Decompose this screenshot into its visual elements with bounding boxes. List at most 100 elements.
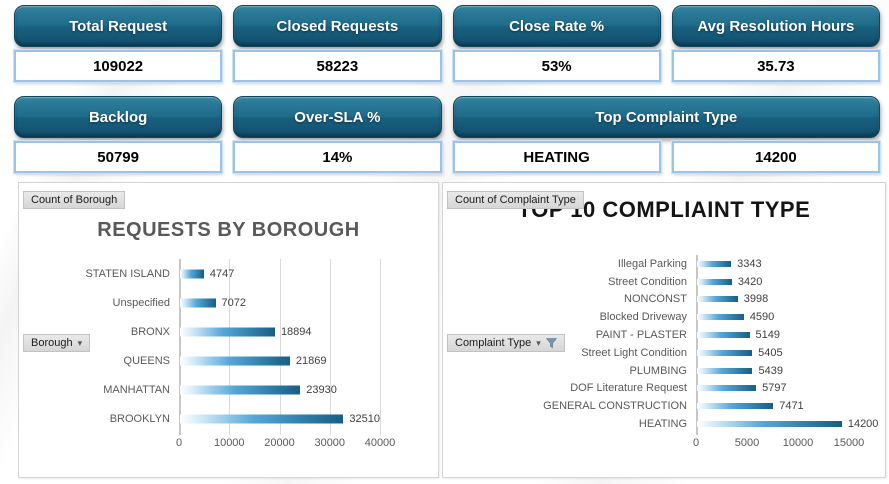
category-label: QUEENS <box>123 354 170 367</box>
count-of-complaint-type-field-label: Count of Complaint Type <box>455 194 576 206</box>
kpi-header-close-rate: Close Rate % <box>452 5 661 47</box>
bar <box>180 327 275 336</box>
category-label: Illegal Parking <box>617 257 687 270</box>
chevron-down-icon: ▾ <box>77 337 83 348</box>
data-label: 23930 <box>306 383 337 396</box>
kpi-header-top-complaint-type: Top Complaint Type <box>452 96 880 138</box>
bar <box>697 403 774 410</box>
bar-rows: Illegal Parking 3343 Street Condition 3420 N… <box>543 255 879 433</box>
bar-row: HEATING 14200 <box>639 415 879 433</box>
gridline <box>380 259 381 435</box>
category-label: HEATING <box>638 418 687 431</box>
plot-area-complaint-type: Illegal Parking 3343 Street Condition 3420 N… <box>443 255 885 453</box>
data-label: 5149 <box>755 329 780 342</box>
axis-tick-label: 10000 <box>213 437 245 449</box>
kpi-card-over-sla: Over-SLA % 14% <box>233 96 442 173</box>
data-label: 5405 <box>758 346 783 359</box>
bar-row: QUEENS 21869 <box>124 346 380 375</box>
category-label: Unspecified <box>112 296 170 309</box>
bar-row: Street Condition 3420 <box>608 273 849 291</box>
data-label: 7072 <box>221 296 247 309</box>
bar <box>697 367 753 374</box>
bar <box>697 421 842 428</box>
data-label: 21869 <box>295 354 327 367</box>
axis-tick-label: 0 <box>692 436 700 449</box>
category-label: DOF Literature Request <box>570 382 687 395</box>
category-label: Street Condition <box>608 275 687 288</box>
kpi-header-total-request: Total Request <box>14 5 223 47</box>
plot-area-borough: STATEN ISLAND 4747 Unspecified 7072 BRONX 188… <box>19 259 438 453</box>
kpi-value-close-rate: 53% <box>452 50 661 82</box>
kpi-header-over-sla: Over-SLA % <box>233 96 442 138</box>
bar-row: NONCONST 3998 <box>624 291 849 309</box>
category-label: MANHATTAN <box>103 383 170 396</box>
bar-row: Street Light Condition 5405 <box>581 344 849 362</box>
kpi-card-closed-requests: Closed Requests 58223 <box>233 5 442 82</box>
data-label: 4747 <box>209 267 235 280</box>
category-label: Street Light Condition <box>581 346 687 359</box>
category-label: BRONX <box>130 325 170 338</box>
bar <box>180 298 216 307</box>
bar <box>697 296 738 303</box>
bar-row: MANHATTAN 23930 <box>103 375 380 404</box>
kpi-value-closed-requests: 58223 <box>233 50 442 82</box>
bar <box>697 332 750 339</box>
axis-line <box>696 255 698 435</box>
bar-row: GENERAL CONSTRUCTION 7471 <box>543 397 849 415</box>
kpi-card-avg-resolution-hours: Avg Resolution Hours 35.73 <box>671 5 880 82</box>
bar <box>180 385 301 394</box>
complaint-type-filter-label: Complaint Type <box>455 337 532 349</box>
kpi-value-top-complaint-name: HEATING <box>452 141 661 173</box>
bar-rows: STATEN ISLAND 4747 Unspecified 7072 BRONX 188… <box>85 259 380 433</box>
kpi-value-top-complaint-count: 14200 <box>671 141 880 173</box>
axis-tick-label: 0 <box>175 437 183 449</box>
data-label: 32510 <box>349 412 380 425</box>
category-label: NONCONST <box>624 293 687 306</box>
requests-by-borough-chart: Count of Borough REQUESTS BY BOROUGH STA… <box>18 182 439 478</box>
axis-tick-label: 10000 <box>782 436 814 449</box>
complaint-type-filter-button[interactable]: Complaint Type ▾ <box>447 334 565 352</box>
bar <box>180 414 344 423</box>
filter-funnel-icon <box>545 337 557 349</box>
axis-line <box>179 259 181 435</box>
data-label: 18894 <box>280 325 312 338</box>
count-of-borough-field-button[interactable]: Count of Borough <box>23 191 126 209</box>
bar <box>697 385 757 392</box>
bar <box>697 278 732 285</box>
kpi-card-total-request: Total Request 109022 <box>14 5 223 82</box>
kpi-value-backlog: 50799 <box>14 141 223 173</box>
bar <box>697 349 753 356</box>
data-label: 4590 <box>749 311 775 324</box>
category-label: GENERAL CONSTRUCTION <box>543 400 687 413</box>
category-label: PLUMBING <box>629 364 687 377</box>
axis-tick-label: 40000 <box>364 437 396 449</box>
bar-row: PLUMBING 5439 <box>630 362 849 380</box>
kpi-card-backlog: Backlog 50799 <box>14 96 223 173</box>
top-10-complaint-type-chart: Count of Complaint Type TOP 10 COMPLIAIN… <box>442 182 886 478</box>
data-label: 14200 <box>847 418 879 431</box>
data-label: 3420 <box>737 275 763 288</box>
data-label: 5439 <box>758 364 783 377</box>
kpi-header-backlog: Backlog <box>14 96 223 138</box>
bar <box>697 314 744 321</box>
count-of-complaint-type-field-button[interactable]: Count of Complaint Type <box>447 191 584 209</box>
axis-tick-label: 15000 <box>833 436 865 449</box>
bar-row: PAINT - PLASTER 5149 <box>596 326 849 344</box>
category-label: STATEN ISLAND <box>85 267 170 280</box>
chevron-down-icon: ▾ <box>536 337 541 348</box>
kpi-value-avg-resolution-hours: 35.73 <box>671 50 880 82</box>
gridline <box>329 259 331 435</box>
bar <box>697 260 732 267</box>
data-label: 3343 <box>737 257 762 270</box>
count-of-borough-field-label: Count of Borough <box>31 194 118 206</box>
category-label: BROOKLYN <box>109 412 170 425</box>
borough-filter-button[interactable]: Borough ▾ <box>23 334 91 352</box>
kpi-value-total-request: 109022 <box>14 50 223 82</box>
borough-filter-label: Borough <box>31 337 73 349</box>
bar <box>180 356 290 365</box>
bar-row: BRONX 18894 <box>131 317 380 346</box>
x-axis-ticks: 0 5000 10000 15000 <box>692 436 864 453</box>
bar-row: Unspecified 7072 <box>113 288 380 317</box>
bar-row: BROOKLYN 32510 <box>110 404 380 433</box>
